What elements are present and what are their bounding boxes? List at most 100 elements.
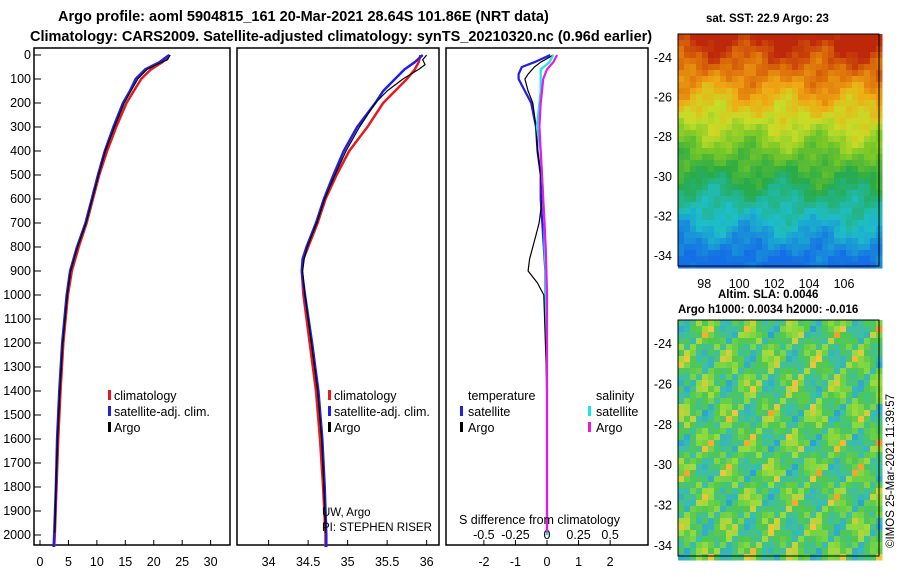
sla-cell bbox=[738, 446, 745, 453]
sst-cell bbox=[816, 262, 823, 269]
sla-cell bbox=[840, 326, 847, 333]
sst-cell bbox=[768, 142, 775, 149]
sst-cell bbox=[738, 106, 745, 113]
temp-diff-tick-label: 0 bbox=[544, 555, 551, 569]
sla-cell bbox=[870, 488, 877, 495]
sla-cell bbox=[744, 344, 751, 351]
sla-cell bbox=[840, 428, 847, 435]
sla-cell bbox=[690, 482, 697, 489]
sla-cell bbox=[822, 530, 829, 537]
sst-cell bbox=[768, 46, 775, 53]
sla-cell bbox=[708, 386, 715, 393]
sla-cell bbox=[798, 518, 805, 525]
sst-cell bbox=[822, 46, 829, 53]
sla-cell bbox=[714, 488, 721, 495]
sst-cell bbox=[828, 190, 835, 197]
sst-cell bbox=[720, 118, 727, 125]
sst-cell bbox=[714, 238, 721, 245]
sst-cell bbox=[810, 214, 817, 221]
sla-cell bbox=[678, 446, 685, 453]
sla-cell bbox=[846, 434, 853, 441]
legend-temperature-heading: temperature bbox=[468, 389, 535, 403]
sst-cell bbox=[690, 34, 697, 41]
sla-cell bbox=[684, 338, 691, 345]
sst-cell bbox=[744, 244, 751, 251]
sst-cell bbox=[858, 124, 865, 131]
sla-cell bbox=[822, 404, 829, 411]
sst-cell bbox=[684, 232, 691, 239]
sst-cell bbox=[804, 112, 811, 119]
sst-cell bbox=[732, 166, 739, 173]
sla-cell bbox=[768, 500, 775, 507]
sla-cell bbox=[780, 428, 787, 435]
sst-cell bbox=[798, 40, 805, 47]
sla-cell bbox=[696, 434, 703, 441]
sla-cell bbox=[738, 404, 745, 411]
sst-cell bbox=[804, 202, 811, 209]
sst-cell bbox=[726, 148, 733, 155]
sst-cell bbox=[816, 76, 823, 83]
sla-cell bbox=[720, 344, 727, 351]
sst-cell bbox=[870, 88, 877, 95]
sla-cell bbox=[816, 500, 823, 507]
sla-cell bbox=[750, 380, 757, 387]
sla-cell bbox=[750, 464, 757, 471]
sst-cell bbox=[768, 100, 775, 107]
sst-cell bbox=[846, 58, 853, 65]
sla-cell bbox=[726, 320, 733, 327]
sst-cell bbox=[864, 196, 871, 203]
sst-cell bbox=[702, 190, 709, 197]
sla-cell bbox=[804, 488, 811, 495]
sla-cell bbox=[864, 470, 871, 477]
sla-cell bbox=[858, 464, 865, 471]
sst-cell bbox=[840, 238, 847, 245]
sla-cell bbox=[714, 362, 721, 369]
depth-tick-label: 1700 bbox=[3, 456, 31, 470]
sla-cell bbox=[852, 548, 859, 555]
sst-cell bbox=[720, 172, 727, 179]
sla-cell bbox=[756, 470, 763, 477]
sla-cell bbox=[690, 518, 697, 525]
sst-cell bbox=[780, 148, 787, 155]
sla-cell bbox=[828, 350, 835, 357]
sla-cell bbox=[750, 332, 757, 339]
sla-cell bbox=[714, 464, 721, 471]
sla-cell bbox=[768, 488, 775, 495]
sst-cell bbox=[858, 100, 865, 107]
sst-cell bbox=[864, 70, 871, 77]
sst-cell bbox=[690, 238, 697, 245]
sla-cell bbox=[768, 476, 775, 483]
sla-cell bbox=[762, 392, 769, 399]
sla-cell bbox=[864, 446, 871, 453]
sla-cell bbox=[846, 524, 853, 531]
sla-cell bbox=[750, 542, 757, 549]
sla-cell bbox=[792, 452, 799, 459]
sst-cell bbox=[756, 262, 763, 269]
sst-cell bbox=[810, 172, 817, 179]
sla-cell bbox=[768, 410, 775, 417]
sst-cell bbox=[858, 88, 865, 95]
sla-cell bbox=[786, 332, 793, 339]
sst-cell bbox=[804, 208, 811, 215]
sst-cell bbox=[804, 64, 811, 71]
sst-cell bbox=[702, 106, 709, 113]
sst-cell bbox=[678, 238, 685, 245]
sst-cell bbox=[846, 232, 853, 239]
sst-cell bbox=[798, 202, 805, 209]
sst-cell bbox=[750, 112, 757, 119]
sla-cell bbox=[702, 344, 709, 351]
sla-cell bbox=[798, 476, 805, 483]
sla-cell bbox=[798, 542, 805, 549]
sst-cell bbox=[786, 112, 793, 119]
sst-cell bbox=[870, 244, 877, 251]
sst-cell bbox=[774, 106, 781, 113]
sst-cell bbox=[864, 94, 871, 101]
sst-cell bbox=[834, 82, 841, 89]
sst-cell bbox=[708, 136, 715, 143]
sst-cell bbox=[690, 136, 697, 143]
sst-cell bbox=[714, 124, 721, 131]
sst-cell bbox=[768, 94, 775, 101]
sla-cell bbox=[810, 446, 817, 453]
sla-cell bbox=[804, 326, 811, 333]
sst-cell bbox=[756, 124, 763, 131]
